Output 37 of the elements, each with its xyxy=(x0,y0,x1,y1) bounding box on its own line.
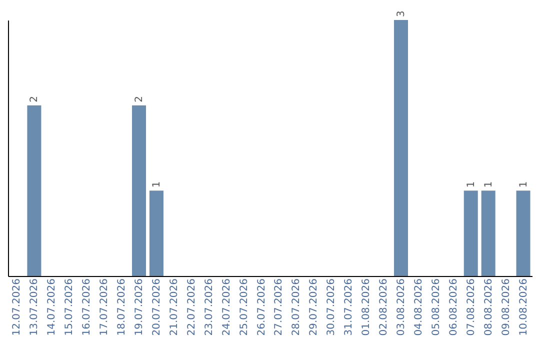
x-tick-label: 24.07.2026 xyxy=(221,278,232,336)
x-tick-label: 16.07.2026 xyxy=(82,278,93,336)
x-tick-label: 21.07.2026 xyxy=(168,278,180,336)
x-tick-label: 01.08.2026 xyxy=(361,278,372,336)
x-tick-label: 28.07.2026 xyxy=(291,278,302,336)
x-tick-label: 25.07.2026 xyxy=(238,278,250,336)
data-label: 2 xyxy=(29,96,40,102)
x-tick-label: 12.07.2026 xyxy=(12,278,23,336)
x-tick-label: 06.08.2026 xyxy=(448,278,460,336)
x-tick-label: 17.07.2026 xyxy=(99,278,110,336)
x-tick-label: 30.07.2026 xyxy=(326,278,338,336)
x-tick-label: 13.07.2026 xyxy=(29,278,40,336)
data-label: 3 xyxy=(396,10,407,17)
x-tick-label: 23.07.2026 xyxy=(204,278,215,336)
x-tick-label: 15.07.2026 xyxy=(64,278,76,336)
x-tick-label: 04.08.2026 xyxy=(413,278,424,336)
data-label: 1 xyxy=(483,181,494,188)
x-tick-label: 08.08.2026 xyxy=(483,278,494,336)
x-tick-label: 22.07.2026 xyxy=(186,278,198,336)
x-tick-label: 05.08.2026 xyxy=(430,278,442,336)
x-tick-label: 27.07.2026 xyxy=(274,278,285,336)
x-tick-label: 10.08.2026 xyxy=(518,278,530,336)
x-tick-label: 29.07.2026 xyxy=(308,278,320,336)
x-tick-label: 19.07.2026 xyxy=(134,278,145,336)
data-label: 1 xyxy=(518,181,530,188)
x-tick-label: 31.07.2026 xyxy=(344,278,355,336)
data-label: 2 xyxy=(134,96,145,102)
x-tick-label: 20.07.2026 xyxy=(151,278,162,336)
data-label: 1 xyxy=(466,181,477,188)
x-tick-label: 07.08.2026 xyxy=(466,278,477,336)
x-tick-label: 03.08.2026 xyxy=(396,278,407,336)
x-tick-label: 14.07.2026 xyxy=(46,278,58,336)
x-tick-label: 02.08.2026 xyxy=(378,278,390,336)
data-label: 1 xyxy=(151,181,162,188)
x-tick-label: 09.08.2026 xyxy=(500,278,512,336)
x-tick-label: 26.07.2026 xyxy=(256,278,268,336)
x-tick-label: 18.07.2026 xyxy=(116,278,128,336)
